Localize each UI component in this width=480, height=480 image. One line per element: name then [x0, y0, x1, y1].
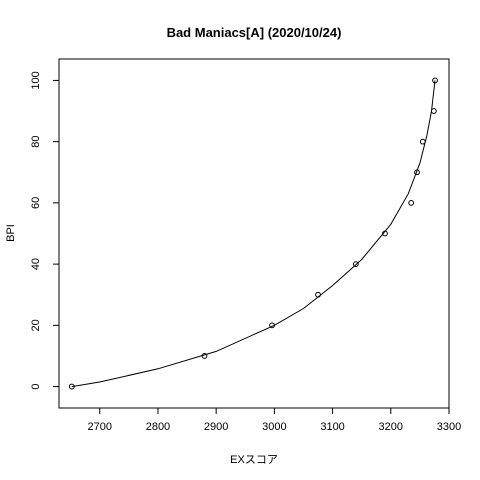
x-tick-label: 3300 [437, 421, 461, 433]
data-point [352, 261, 359, 268]
fit-curve-layer [71, 80, 436, 388]
data-point [419, 138, 426, 145]
data-point [68, 383, 75, 390]
x-tick-label: 2700 [88, 421, 112, 433]
y-tick-label: 0 [30, 384, 42, 390]
x-tick-label: 3100 [320, 421, 344, 433]
plot-frame [58, 58, 450, 409]
data-point [315, 291, 321, 298]
x-tick-label: 2900 [204, 421, 228, 433]
data-point [432, 77, 438, 84]
x-tick-label: 2800 [146, 421, 170, 433]
y-axis-label: BPI [5, 224, 17, 242]
data-point [269, 322, 275, 329]
data-point [408, 199, 415, 206]
y-tick-label: 60 [30, 197, 42, 209]
x-tick-label: 3000 [262, 421, 286, 433]
data-point [414, 169, 420, 176]
fit-curve [71, 80, 436, 388]
y-tick-label: 100 [30, 71, 42, 89]
data-point [430, 108, 437, 114]
y-axis: 0 20 40 60 80 100 [30, 71, 59, 390]
x-axis-label: EXスコア [230, 454, 278, 466]
data-point [201, 353, 208, 359]
y-tick-label: 40 [30, 258, 42, 270]
data-point [382, 230, 388, 237]
y-tick-label: 80 [30, 136, 42, 148]
y-tick-label: 20 [30, 319, 42, 331]
points-layer [68, 77, 438, 390]
chart-title: Bad Maniacs[A] (2020/10/24) [167, 25, 342, 40]
x-tick-label: 3200 [379, 421, 403, 433]
x-axis: 2700 2800 2900 3000 3100 3200 3300 [88, 408, 461, 433]
